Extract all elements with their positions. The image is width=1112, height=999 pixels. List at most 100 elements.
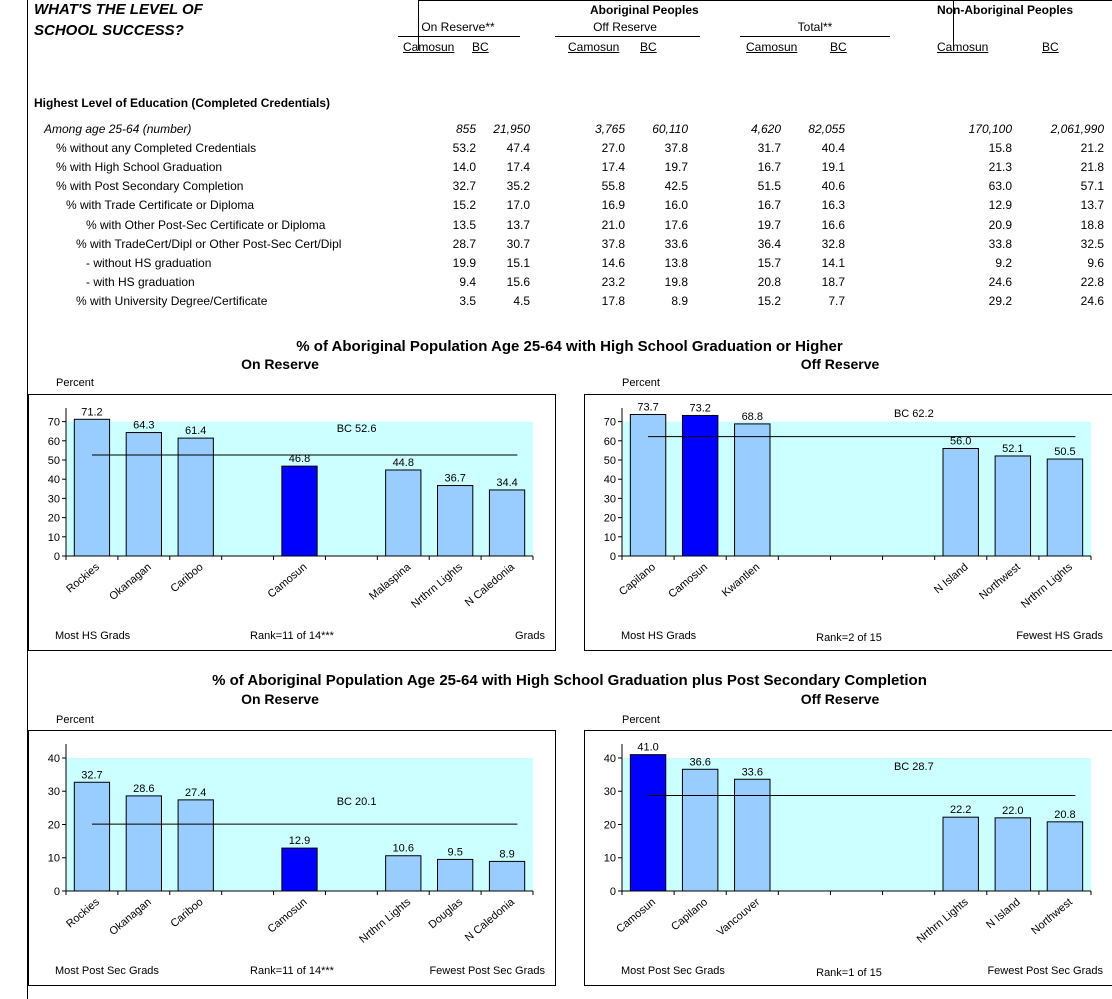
bar-Capilano: [629, 413, 667, 557]
group-header-2: Total**: [797, 20, 833, 34]
data-label: 12.9: [289, 835, 310, 847]
data-label: 32.7: [81, 769, 102, 781]
cell-3-0: 32.7: [452, 179, 476, 194]
y-tick-label: 20: [48, 819, 60, 831]
row-label-6: % with TradeCert/Dipl or Other Post-Sec …: [76, 236, 342, 251]
x-tick-label: Rockies: [64, 561, 102, 596]
cell-9-0: 3.5: [459, 293, 476, 308]
y-tick-label: 0: [610, 886, 616, 898]
group-rule-1: [555, 36, 700, 37]
y-tick-label: 30: [604, 493, 616, 505]
x-tick-label: N Caledonia: [463, 561, 518, 610]
data-label: 73.2: [689, 402, 710, 414]
cell-1-1: 47.4: [506, 141, 530, 156]
x-tick-label: Kwantlen: [720, 561, 762, 599]
cell-8-7: 22.8: [1080, 274, 1104, 289]
cell-0-4: 4,620: [750, 122, 781, 136]
row-label-8: - with HS graduation: [86, 274, 195, 289]
bar-Cariboo: [177, 799, 214, 892]
cell-6-4: 36.4: [757, 236, 781, 251]
footer-center: Rank=11 of 14***: [250, 630, 335, 642]
cell-1-4: 31.7: [757, 141, 781, 156]
cell-3-4: 51.5: [757, 179, 781, 194]
y-tick-label: 30: [48, 493, 60, 505]
cell-3-6: 63.0: [988, 179, 1012, 194]
cell-0-7: 2,061,990: [1050, 122, 1104, 136]
y-tick-label: 20: [604, 819, 616, 831]
cell-8-0: 9.4: [459, 274, 476, 289]
cell-0-3: 60,110: [652, 122, 688, 136]
chart-panel-2: 0 10 20 30 40 32.7 Rockies 28.6 Okanagan 27.4 Cari…: [28, 730, 556, 986]
y-tick-label: 40: [604, 753, 616, 765]
cell-2-1: 17.4: [506, 160, 530, 175]
cell-8-1: 15.6: [506, 274, 530, 289]
y-tick-label: 10: [48, 532, 60, 544]
bar-Camosun: [281, 465, 318, 557]
header-non-aboriginal: Non-Aboriginal Peoples: [937, 3, 1074, 17]
bar-Camosun: [281, 847, 318, 892]
x-tick-label: Okanagan: [107, 896, 154, 938]
section-heading: Highest Level of Education (Completed Cr…: [34, 96, 331, 110]
y-tick-label: 40: [48, 474, 60, 486]
bar-Northwest: [994, 455, 1032, 557]
frame-top-rule: [418, 0, 1112, 1]
cell-4-3: 16.0: [664, 198, 688, 213]
chart-panel-0: 0 10 20 30 40 50 60 70 71.2 Rockies 64.3 Okanagan 61…: [28, 394, 556, 651]
data-label: 34.4: [496, 477, 517, 489]
cell-5-5: 16.6: [821, 217, 845, 232]
bar-Capilano: [681, 768, 719, 892]
section1-title: % of Aboriginal Population Age 25-64 wit…: [296, 338, 843, 355]
data-label: 64.3: [133, 420, 154, 432]
y-tick-label: 20: [48, 513, 60, 525]
row-label-5: % with Other Post-Sec Certificate or Dip…: [86, 217, 326, 232]
cell-3-1: 35.2: [506, 179, 530, 194]
column-header-5: BC: [830, 40, 847, 54]
column-header-1: BC: [472, 40, 489, 54]
cell-9-2: 17.8: [601, 293, 625, 308]
y-tick-label: 30: [604, 786, 616, 798]
data-label: 36.7: [444, 473, 465, 485]
bar-Douglas: [437, 858, 474, 892]
cell-0-1: 21,950: [493, 122, 530, 136]
chart-svg-1: 0 10 20 30 40 50 60 70 73.7 Capilano 73.2 Camosun 68…: [604, 401, 1104, 644]
row-label-1: % without any Completed Credentials: [56, 141, 257, 156]
bar-N Caledonia: [488, 489, 526, 557]
chart-svg-0: 0 10 20 30 40 50 60 70 71.2 Rockies 64.3 Okanagan 61…: [48, 406, 546, 642]
y-tick-label: 10: [48, 853, 60, 865]
bar-Okanagan: [125, 432, 162, 557]
footer-left: Most HS Grads: [621, 630, 697, 642]
cell-5-4: 19.7: [757, 217, 781, 232]
y-tick-label: 30: [48, 786, 60, 798]
footer-left: Most Post Sec Grads: [621, 965, 725, 977]
x-tick-label: Nrthrn Lights: [409, 561, 465, 611]
cell-1-2: 27.0: [601, 141, 625, 156]
y-tick-label: 10: [604, 532, 616, 544]
data-label: 33.6: [742, 766, 763, 778]
cell-1-0: 53.2: [452, 141, 476, 156]
bar-Nrthrn Lights: [1046, 458, 1084, 557]
header-aboriginal: Aboriginal Peoples: [590, 3, 699, 17]
page-title-line1: WHAT'S THE LEVEL OF: [34, 1, 203, 18]
data-label: 36.6: [689, 756, 710, 768]
cell-5-1: 13.7: [506, 217, 530, 232]
cell-8-5: 18.7: [821, 274, 845, 289]
data-label: 73.7: [637, 401, 658, 413]
bc-reference-label: BC 62.2: [894, 408, 934, 420]
x-tick-label: Okanagan: [107, 561, 154, 603]
bar-Camosun: [681, 414, 719, 557]
y-tick-label: 0: [54, 886, 60, 898]
x-tick-label: N Island: [932, 561, 971, 596]
cell-9-3: 8.9: [671, 293, 688, 308]
cell-4-7: 13.7: [1080, 198, 1104, 213]
bc-reference-label: BC 52.6: [337, 423, 377, 435]
bar-N Island: [994, 817, 1032, 892]
y-tick-label: 50: [48, 455, 60, 467]
cell-5-6: 20.9: [988, 217, 1012, 232]
data-label: 56.0: [950, 435, 971, 447]
chart-svg-3: 0 10 20 30 40 41.0 Camosun 36.6 Capilano 33.6 Vanc…: [604, 742, 1104, 979]
row-label-9: % with University Degree/Certificate: [76, 293, 268, 308]
cell-9-1: 4.5: [513, 293, 530, 308]
cell-7-6: 9.2: [995, 255, 1012, 270]
bar-Nrthrn Lights: [385, 855, 422, 892]
row-label-3: % with Post Secondary Completion: [56, 179, 244, 194]
